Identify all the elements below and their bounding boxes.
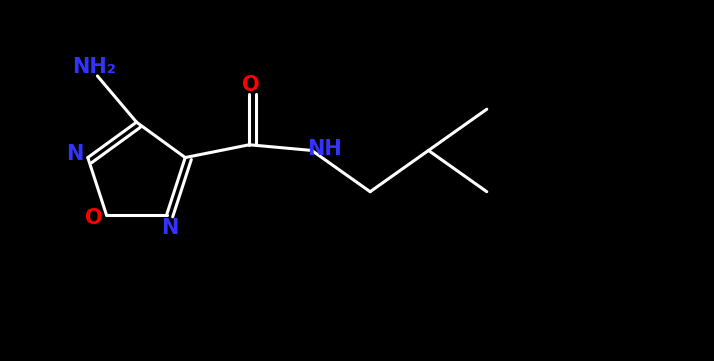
- Text: NH₂: NH₂: [72, 57, 116, 77]
- Text: O: O: [85, 208, 102, 229]
- Text: N: N: [66, 144, 84, 164]
- Text: NH: NH: [307, 139, 342, 159]
- Text: O: O: [242, 75, 259, 95]
- Text: N: N: [161, 218, 179, 238]
